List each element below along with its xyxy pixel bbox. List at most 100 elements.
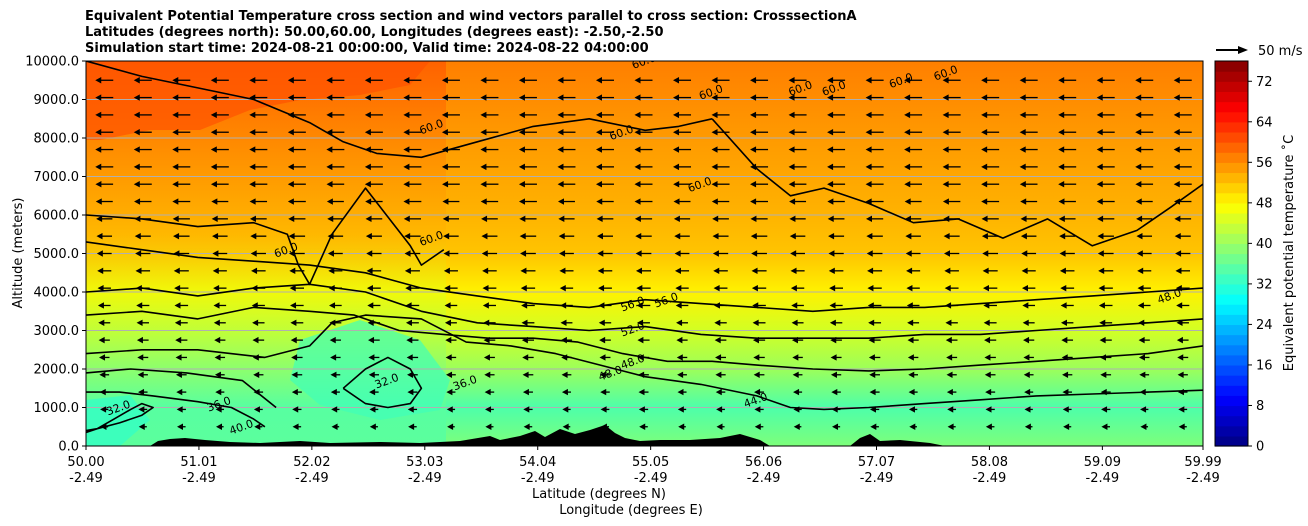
wind-vector-head (562, 406, 569, 413)
wind-vector-head (637, 354, 644, 361)
wind-vector-head (942, 198, 949, 205)
terrain (86, 425, 945, 446)
wind-vector-head (828, 267, 835, 275)
colorbar-step (1215, 61, 1248, 72)
wind-vector-head (867, 302, 874, 309)
wind-vector-head (213, 319, 220, 326)
wind-vector-head (1059, 232, 1066, 240)
wind-vector-head (750, 129, 757, 136)
quiver-key-arrow-head (1238, 46, 1248, 54)
wind-vector-head (326, 146, 333, 153)
wind-vector-head (865, 111, 872, 119)
y-tick-label: 4000.0 (34, 286, 80, 301)
wind-vector-head (1173, 181, 1180, 188)
wind-vector-head (406, 354, 413, 361)
colorbar-step (1215, 415, 1248, 427)
wind-vector-head (981, 111, 988, 119)
x-axis-label: Latitude (degrees N) (532, 487, 666, 502)
wind-vector-head (634, 163, 641, 171)
wind-vector-head (715, 388, 722, 396)
wind-vector-head (597, 267, 604, 275)
wind-vector-head (367, 319, 374, 326)
wind-vector-head (750, 77, 757, 84)
wind-vector-head (172, 129, 179, 136)
wind-vector-head (673, 198, 680, 205)
wind-vector-head (789, 232, 796, 240)
wind-vector-head (1137, 267, 1144, 275)
wind-vector-head (1021, 284, 1028, 292)
y-tick-label: 6000.0 (34, 209, 80, 224)
wind-vector-head (1021, 267, 1028, 275)
wind-vector-head (560, 319, 567, 326)
wind-vector-head (1135, 198, 1142, 205)
wind-vector-head (288, 215, 295, 223)
wind-vector-head (136, 319, 143, 326)
wind-vector-head (788, 111, 795, 119)
wind-vector-head (330, 371, 337, 378)
colorbar-step (1215, 273, 1248, 285)
wind-vector-head (1138, 336, 1145, 344)
wind-vector-head (636, 284, 643, 292)
wind-vector-head (403, 181, 410, 188)
wind-vector-head (521, 319, 528, 326)
wind-vector-head (865, 129, 872, 136)
wind-vector-head (251, 302, 258, 309)
wind-vector-head (326, 198, 333, 205)
wind-vector-head (946, 354, 953, 361)
wind-vector-head (328, 284, 335, 292)
wind-vector-head (677, 406, 684, 413)
wind-vector-head (443, 267, 450, 275)
wind-vector-head (750, 163, 757, 171)
wind-vector-head (95, 129, 102, 136)
wind-vector-head (138, 423, 145, 430)
wind-vector-head (520, 284, 527, 292)
wind-vector-head (407, 388, 414, 396)
wind-vector-head (1058, 215, 1065, 223)
y-tick-label: 2000.0 (34, 363, 80, 378)
wind-vector-head (326, 94, 333, 101)
wind-vector-head (212, 250, 219, 257)
wind-vector-head (1024, 423, 1031, 430)
wind-vector-head (520, 267, 527, 275)
wind-vector-head (598, 302, 605, 309)
wind-vector-head (595, 181, 602, 188)
wind-vector-head (752, 302, 759, 309)
wind-vector-head (1058, 94, 1065, 101)
wind-vector-head (1099, 319, 1106, 326)
wind-vector-head (96, 232, 103, 240)
wind-vector-head (1022, 302, 1029, 309)
wind-vector-head (172, 163, 179, 171)
contour-line (86, 187, 445, 286)
wind-vector-head (1020, 215, 1027, 223)
colorbar-step (1215, 344, 1248, 356)
wind-vector-head (292, 423, 299, 430)
contour-lines (86, 61, 1203, 434)
x-tick-label-lon: -2.49 (521, 471, 555, 486)
wind-vector-head (406, 336, 413, 344)
contour-line (86, 391, 266, 428)
wind-vector-head (1019, 77, 1026, 84)
wind-vector-head (518, 94, 525, 101)
wind-vector-head (249, 163, 256, 171)
wind-vector-head (365, 232, 372, 240)
wind-vector-head (985, 406, 992, 413)
wind-vector-head (1024, 406, 1031, 413)
wind-vector-head (1058, 198, 1065, 205)
colorbar-step (1215, 283, 1248, 295)
wind-vector-head (446, 371, 453, 378)
wind-vector-head (984, 354, 991, 361)
colorbar-step (1215, 81, 1248, 92)
wind-vector-head (1173, 146, 1180, 153)
wind-vector-head (210, 163, 217, 171)
wind-vector-head (559, 267, 566, 275)
wind-vector-head (403, 198, 410, 205)
wind-vector-head (133, 129, 140, 136)
wind-vector-head (99, 354, 106, 361)
wind-vector-head (716, 406, 723, 413)
colorbar-step (1215, 435, 1248, 447)
y-axis: 0.0 1000.0 2000.0 3000.0 4000.0 5000.0 6000.0 7… (25, 55, 86, 455)
wind-vector-head (133, 77, 140, 84)
colorbar: 0 8 16 24 32 40 48 56 64 72 (1215, 61, 1273, 455)
wind-vector-head (1173, 77, 1180, 84)
wind-vector-head (557, 129, 564, 136)
